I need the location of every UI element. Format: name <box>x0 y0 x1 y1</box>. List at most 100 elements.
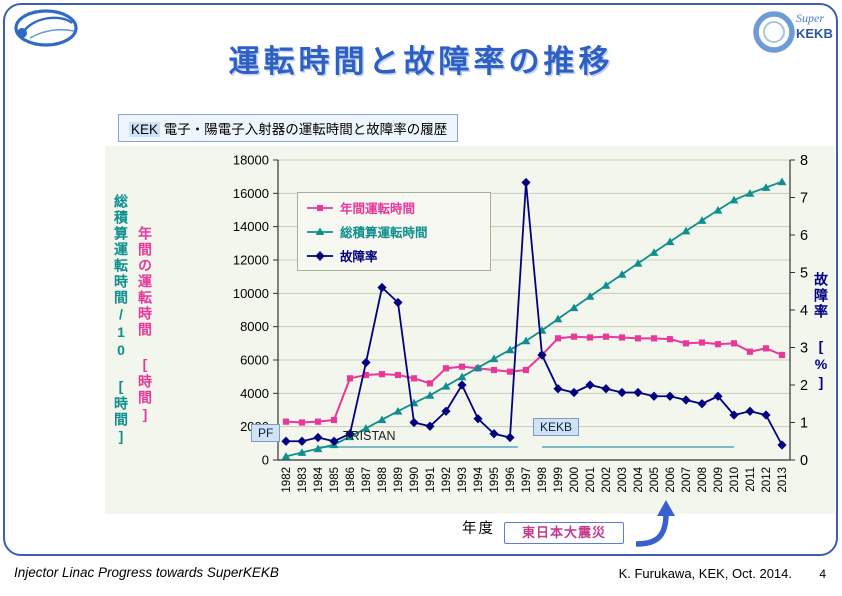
y2-axis-tick-label: 4 <box>800 303 808 319</box>
series-marker-1 <box>425 391 435 399</box>
series-marker-0 <box>490 366 498 374</box>
x-axis-tick-label: 1994 <box>473 466 485 492</box>
series-marker-0 <box>602 333 610 340</box>
series-marker-1 <box>297 448 307 456</box>
series-marker-1 <box>665 237 675 246</box>
chart-legend: 年間運転時間 総積算運転時間 故障率 <box>297 192 491 271</box>
x-axis-tick-label: 2011 <box>745 467 757 492</box>
series-marker-2 <box>553 384 563 394</box>
series-marker-2 <box>537 350 547 360</box>
x-axis-tick-label: 2004 <box>633 466 645 492</box>
x-axis-tick-label: 2006 <box>665 467 677 493</box>
x-axis-tick-label: 1998 <box>537 467 549 493</box>
series-marker-1 <box>553 314 563 323</box>
series-marker-1 <box>505 345 515 354</box>
series-marker-1 <box>697 216 707 224</box>
series-marker-0 <box>426 380 434 387</box>
series-marker-1 <box>761 183 771 191</box>
left-axis-title-1: 総積算運転時間/10 [時間] <box>113 194 129 446</box>
footer-left-text: Injector Linac Progress towards SuperKEK… <box>14 565 279 580</box>
footer-right-text: K. Furukawa, KEK, Oct. 2014. <box>618 566 792 581</box>
legend-entry-failure: 故障率 <box>306 246 482 265</box>
series-marker-1 <box>457 372 467 381</box>
series-marker-1 <box>601 281 611 289</box>
y2-axis-tick-label: 2 <box>800 378 808 394</box>
series-marker-1 <box>473 363 483 372</box>
series-marker-0 <box>410 375 418 382</box>
series-marker-2 <box>745 406 755 416</box>
series-marker-1 <box>633 259 643 267</box>
series-marker-2 <box>521 177 531 188</box>
legend-marker-failure-icon <box>307 250 333 261</box>
series-marker-2 <box>313 432 323 443</box>
series-marker-2 <box>697 399 707 409</box>
x-axis-tick-label: 2012 <box>761 467 773 493</box>
y2-axis-tick-label: 1 <box>800 416 808 432</box>
series-marker-1 <box>281 452 291 460</box>
series-marker-2 <box>633 387 643 398</box>
x-axis-tick-label: 1989 <box>393 467 405 493</box>
legend-label: 年間運転時間 <box>340 202 416 216</box>
series-marker-2 <box>345 429 355 439</box>
y-axis-tick-label: 14000 <box>233 219 269 234</box>
series-marker-2 <box>473 414 483 424</box>
series-marker-2 <box>377 282 387 293</box>
x-axis-tick-label: 1999 <box>553 467 565 493</box>
series-marker-0 <box>666 336 674 343</box>
page-number: 4 <box>819 567 826 581</box>
series-marker-0 <box>778 351 786 359</box>
series-line-0 <box>285 335 783 424</box>
x-axis-tick-label: 1990 <box>409 467 421 493</box>
series-marker-1 <box>585 292 595 300</box>
series-marker-0 <box>346 375 354 382</box>
series-marker-0 <box>714 341 722 348</box>
series-marker-1 <box>377 415 387 424</box>
y-axis-tick-label: 18000 <box>233 153 269 168</box>
y2-axis-tick-label: 6 <box>800 228 808 244</box>
x-axis-tick-label: 2008 <box>697 467 709 493</box>
series-marker-2 <box>569 387 579 398</box>
series-marker-0 <box>554 335 562 342</box>
series-marker-1 <box>521 336 531 345</box>
x-axis-tick-label: 2010 <box>729 467 741 493</box>
series-marker-0 <box>650 335 658 342</box>
page-title: 運転時間と故障率の推移 <box>228 44 614 79</box>
x-axis-tick-label: 1997 <box>521 467 533 493</box>
series-marker-0 <box>522 366 530 374</box>
legend-marker <box>315 227 325 235</box>
x-axis-tick-label: 1986 <box>345 467 357 493</box>
legend-label: 故障率 <box>340 250 378 264</box>
series-marker-2 <box>729 410 739 420</box>
series-marker-0 <box>314 418 322 425</box>
left-axis-title-2: 年間の運転時間 [時間] <box>137 226 153 424</box>
series-marker-0 <box>586 334 594 341</box>
x-axis-title: 年度 <box>462 521 495 537</box>
series-marker-1 <box>569 303 579 312</box>
superkekb-logo: Super KEKB <box>748 2 838 65</box>
series-marker-1 <box>361 424 371 432</box>
x-axis-tick-label: 1984 <box>313 466 325 492</box>
series-marker-2 <box>457 380 467 390</box>
superkekb-ring-icon: Super KEKB <box>753 11 833 53</box>
series-marker-2 <box>601 384 611 394</box>
series-marker-1 <box>713 205 723 214</box>
series-marker-2 <box>649 391 659 401</box>
legend-entry-cumulative: 総積算運転時間 <box>306 222 482 241</box>
x-axis-tick-label: 1993 <box>457 467 469 493</box>
legend-marker <box>315 250 325 261</box>
x-axis-tick-label: 1996 <box>505 467 517 493</box>
series-marker-2 <box>505 432 515 443</box>
series-marker-0 <box>378 371 386 378</box>
series-marker-0 <box>682 340 690 347</box>
series-marker-2 <box>281 436 291 446</box>
series-marker-2 <box>329 436 339 446</box>
y-axis-tick-label: 12000 <box>233 253 269 268</box>
legend-marker-cumulative-icon <box>307 227 333 235</box>
annotation-tristan: TRISTAN <box>343 429 396 443</box>
right-axis-title: 故障率 [%] <box>813 272 829 392</box>
y2-axis-tick-label: 5 <box>800 266 808 282</box>
y-axis-tick-label: 10000 <box>233 286 269 301</box>
x-axis-tick-label: 2003 <box>617 467 629 493</box>
series-marker-2 <box>681 395 691 405</box>
